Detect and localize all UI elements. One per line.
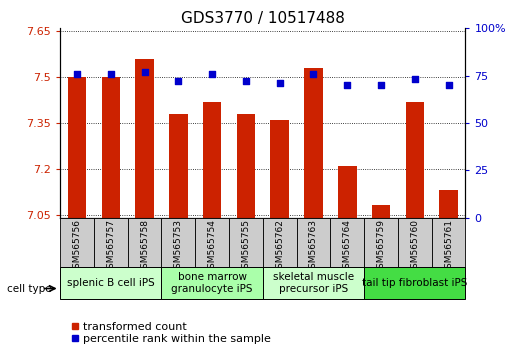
Bar [364, 218, 398, 267]
Title: GDS3770 / 10517488: GDS3770 / 10517488 [181, 11, 345, 26]
Text: GSM565759: GSM565759 [377, 219, 385, 274]
Text: GSM565761: GSM565761 [444, 219, 453, 274]
Point [276, 80, 284, 86]
Bar [162, 218, 195, 267]
Text: skeletal muscle
precursor iPS: skeletal muscle precursor iPS [273, 272, 354, 294]
Bar [372, 205, 390, 218]
Point [107, 71, 115, 76]
Text: GSM565756: GSM565756 [73, 219, 82, 274]
Bar [195, 218, 229, 267]
Bar [94, 218, 128, 267]
Bar [128, 218, 162, 267]
Point [445, 82, 453, 88]
Point [174, 79, 183, 84]
Text: GSM565754: GSM565754 [208, 219, 217, 274]
Bar [68, 77, 86, 218]
Bar [304, 68, 323, 218]
Text: GSM565763: GSM565763 [309, 219, 318, 274]
Bar [203, 102, 221, 218]
Bar [229, 218, 263, 267]
Bar [431, 218, 465, 267]
Text: GSM565758: GSM565758 [140, 219, 149, 274]
Bar [270, 120, 289, 218]
Point [411, 76, 419, 82]
Bar [338, 166, 357, 218]
Bar [405, 102, 424, 218]
Bar [398, 218, 431, 267]
Bar [60, 218, 94, 267]
Bar [263, 267, 364, 299]
Text: GSM565760: GSM565760 [411, 219, 419, 274]
Point [208, 71, 217, 76]
Point [73, 71, 81, 76]
Bar [236, 114, 255, 218]
Bar [331, 218, 364, 267]
Bar [162, 267, 263, 299]
Point [343, 82, 351, 88]
Point [377, 82, 385, 88]
Bar [439, 190, 458, 218]
Text: cell type: cell type [7, 284, 51, 293]
Point [242, 79, 250, 84]
Text: tail tip fibroblast iPS: tail tip fibroblast iPS [362, 278, 468, 288]
Bar [297, 218, 331, 267]
Bar [263, 218, 297, 267]
Legend: transformed count, percentile rank within the sample: transformed count, percentile rank withi… [66, 317, 276, 348]
Bar [169, 114, 188, 218]
Text: GSM565753: GSM565753 [174, 219, 183, 274]
Text: GSM565755: GSM565755 [242, 219, 251, 274]
Bar [60, 267, 162, 299]
Point [140, 69, 149, 75]
Text: bone marrow
granulocyte iPS: bone marrow granulocyte iPS [172, 272, 253, 294]
Bar [135, 59, 154, 218]
Text: GSM565764: GSM565764 [343, 219, 352, 274]
Bar [364, 267, 465, 299]
Bar [101, 77, 120, 218]
Point [309, 71, 317, 76]
Text: GSM565762: GSM565762 [275, 219, 284, 274]
Text: GSM565757: GSM565757 [106, 219, 115, 274]
Text: splenic B cell iPS: splenic B cell iPS [67, 278, 155, 288]
